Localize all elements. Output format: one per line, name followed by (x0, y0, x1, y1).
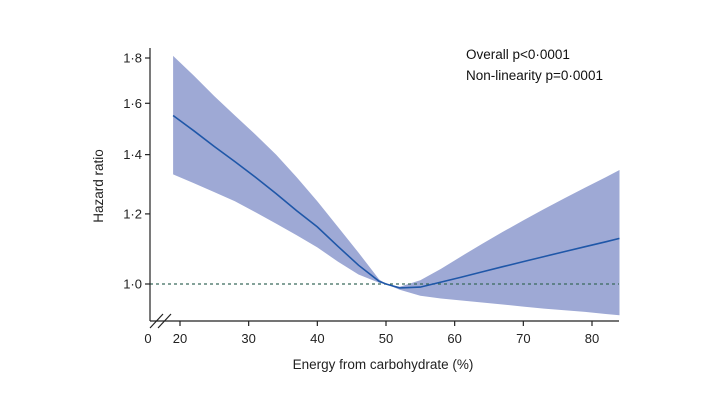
axes: 1·0 1·2 1·4 1·6 1·8 0 20 30 40 50 60 70 80 (123, 48, 619, 346)
hazard-ratio-line (172, 114, 620, 289)
axis-break-slash (157, 313, 172, 329)
overall-p-annotation: Overall p<0·0001 (466, 47, 570, 62)
x-tick-label: 80 (585, 331, 599, 346)
y-ticks: 1·0 1·2 1·4 1·6 1·8 (123, 51, 150, 292)
x-tick-label: 20 (173, 331, 187, 346)
non-linearity-p-annotation: Non-linearity p=0·0001 (466, 68, 603, 83)
x-tick-label: 70 (516, 331, 530, 346)
y-axis-title: Hazard ratio (91, 149, 106, 223)
y-tick-label: 1·0 (123, 277, 142, 292)
y-tick-label: 1·8 (123, 51, 142, 66)
plot-area (150, 55, 620, 316)
confidence-band (173, 55, 620, 316)
x-tick-label: 30 (241, 331, 255, 346)
x-tick-label: 0 (144, 331, 151, 346)
x-tick-label: 60 (447, 331, 461, 346)
x-axis-title: Energy from carbohydrate (%) (293, 357, 474, 372)
y-tick-label: 1·6 (123, 96, 142, 111)
x-ticks: 0 20 30 40 50 60 70 80 (144, 321, 599, 346)
y-tick-label: 1·2 (123, 206, 142, 221)
x-axis-break-mark (149, 313, 172, 329)
x-tick-label: 50 (379, 331, 393, 346)
axis-break-slash (149, 313, 164, 329)
x-tick-label: 40 (310, 331, 324, 346)
y-tick-label: 1·4 (123, 147, 142, 162)
